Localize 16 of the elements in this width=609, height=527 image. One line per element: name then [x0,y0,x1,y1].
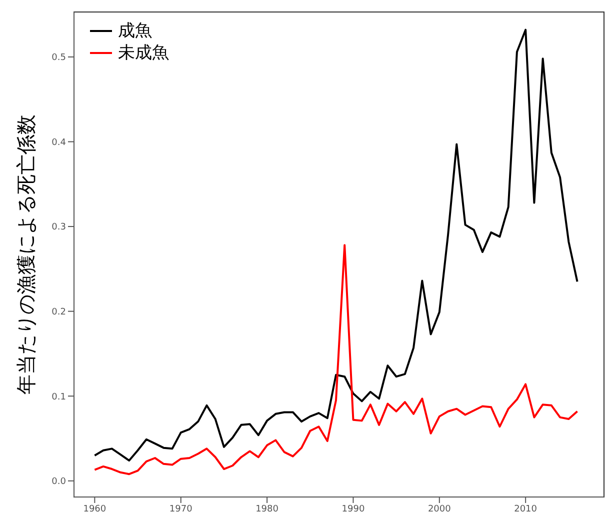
y-axis-title: 年当たりの漁獲による死亡係数 [14,114,38,394]
x-tick-label: 2010 [514,504,538,514]
line-series [94,244,578,476]
legend-label: 未成魚 [118,42,169,64]
x-tick-label: 1990 [342,504,365,514]
x-tick-label: 2000 [428,504,452,514]
y-tick-label: 0.1 [52,392,66,402]
x-tick-label: 1960 [83,504,106,514]
y-tick-label: 0.5 [52,53,66,64]
y-tick-label: 0.2 [52,308,66,318]
y-tick-label: 0.4 [52,138,66,148]
legend-label: 成魚 [118,20,152,42]
x-tick-label: 1970 [169,504,193,514]
y-tick-label: 0.3 [52,222,66,233]
x-tick-label: 1980 [256,504,279,514]
y-tick-label: 0.0 [52,477,66,488]
